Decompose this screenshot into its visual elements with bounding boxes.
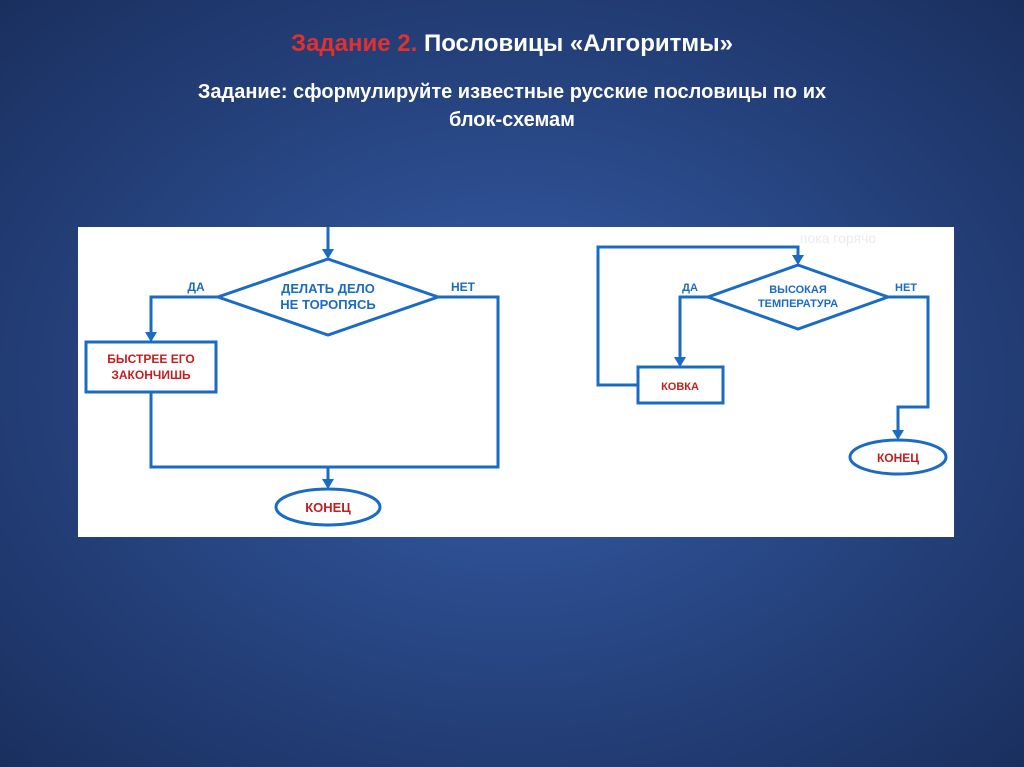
subtitle: Задание: сформулируйте известные русские… [0, 78, 1024, 134]
right-yes-edge [680, 297, 708, 365]
right-decision [708, 265, 888, 329]
left-process-line1: БЫСТРЕЕ ЕГО [107, 352, 194, 366]
left-process [86, 342, 216, 392]
title-prefix: Задание 2. [291, 30, 417, 57]
left-decision-line1: ДЕЛАТЬ ДЕЛО [281, 281, 375, 296]
right-process-text: КОВКА [661, 381, 699, 393]
right-decision-line2: ТЕМПЕРАТУРА [758, 298, 838, 310]
diagram-panel: пока горячо ДЕЛАТЬ ДЕЛО НЕ ТОРОПЯСЬ ДА Н… [78, 227, 954, 537]
subtitle-line2: блок-схемам [0, 106, 1024, 134]
right-no-edge [888, 297, 928, 438]
left-process-to-end-edge [151, 392, 328, 487]
flowcharts-svg: пока горячо ДЕЛАТЬ ДЕЛО НЕ ТОРОПЯСЬ ДА Н… [78, 227, 954, 537]
title-rest: Пословицы «Алгоритмы» [417, 30, 733, 57]
right-yes-label: ДА [682, 282, 698, 294]
watermark-text: пока горячо [800, 230, 877, 246]
title-block: Задание 2. Пословицы «Алгоритмы» Задание… [0, 0, 1024, 134]
subtitle-line1: Задание: сформулируйте известные русские… [0, 78, 1024, 106]
left-yes-label: ДА [187, 280, 205, 294]
left-decision-line2: НЕ ТОРОПЯСЬ [280, 297, 375, 312]
right-no-label: НЕТ [895, 282, 917, 294]
left-process-line2: ЗАКОНЧИШЬ [111, 368, 191, 382]
page-title: Задание 2. Пословицы «Алгоритмы» [0, 30, 1024, 58]
left-yes-edge [151, 297, 218, 340]
right-decision-line1: ВЫСОКАЯ [769, 284, 827, 296]
right-terminator-text: КОНЕЦ [877, 451, 919, 465]
left-no-label: НЕТ [451, 280, 476, 294]
left-terminator-text: КОНЕЦ [305, 500, 351, 515]
